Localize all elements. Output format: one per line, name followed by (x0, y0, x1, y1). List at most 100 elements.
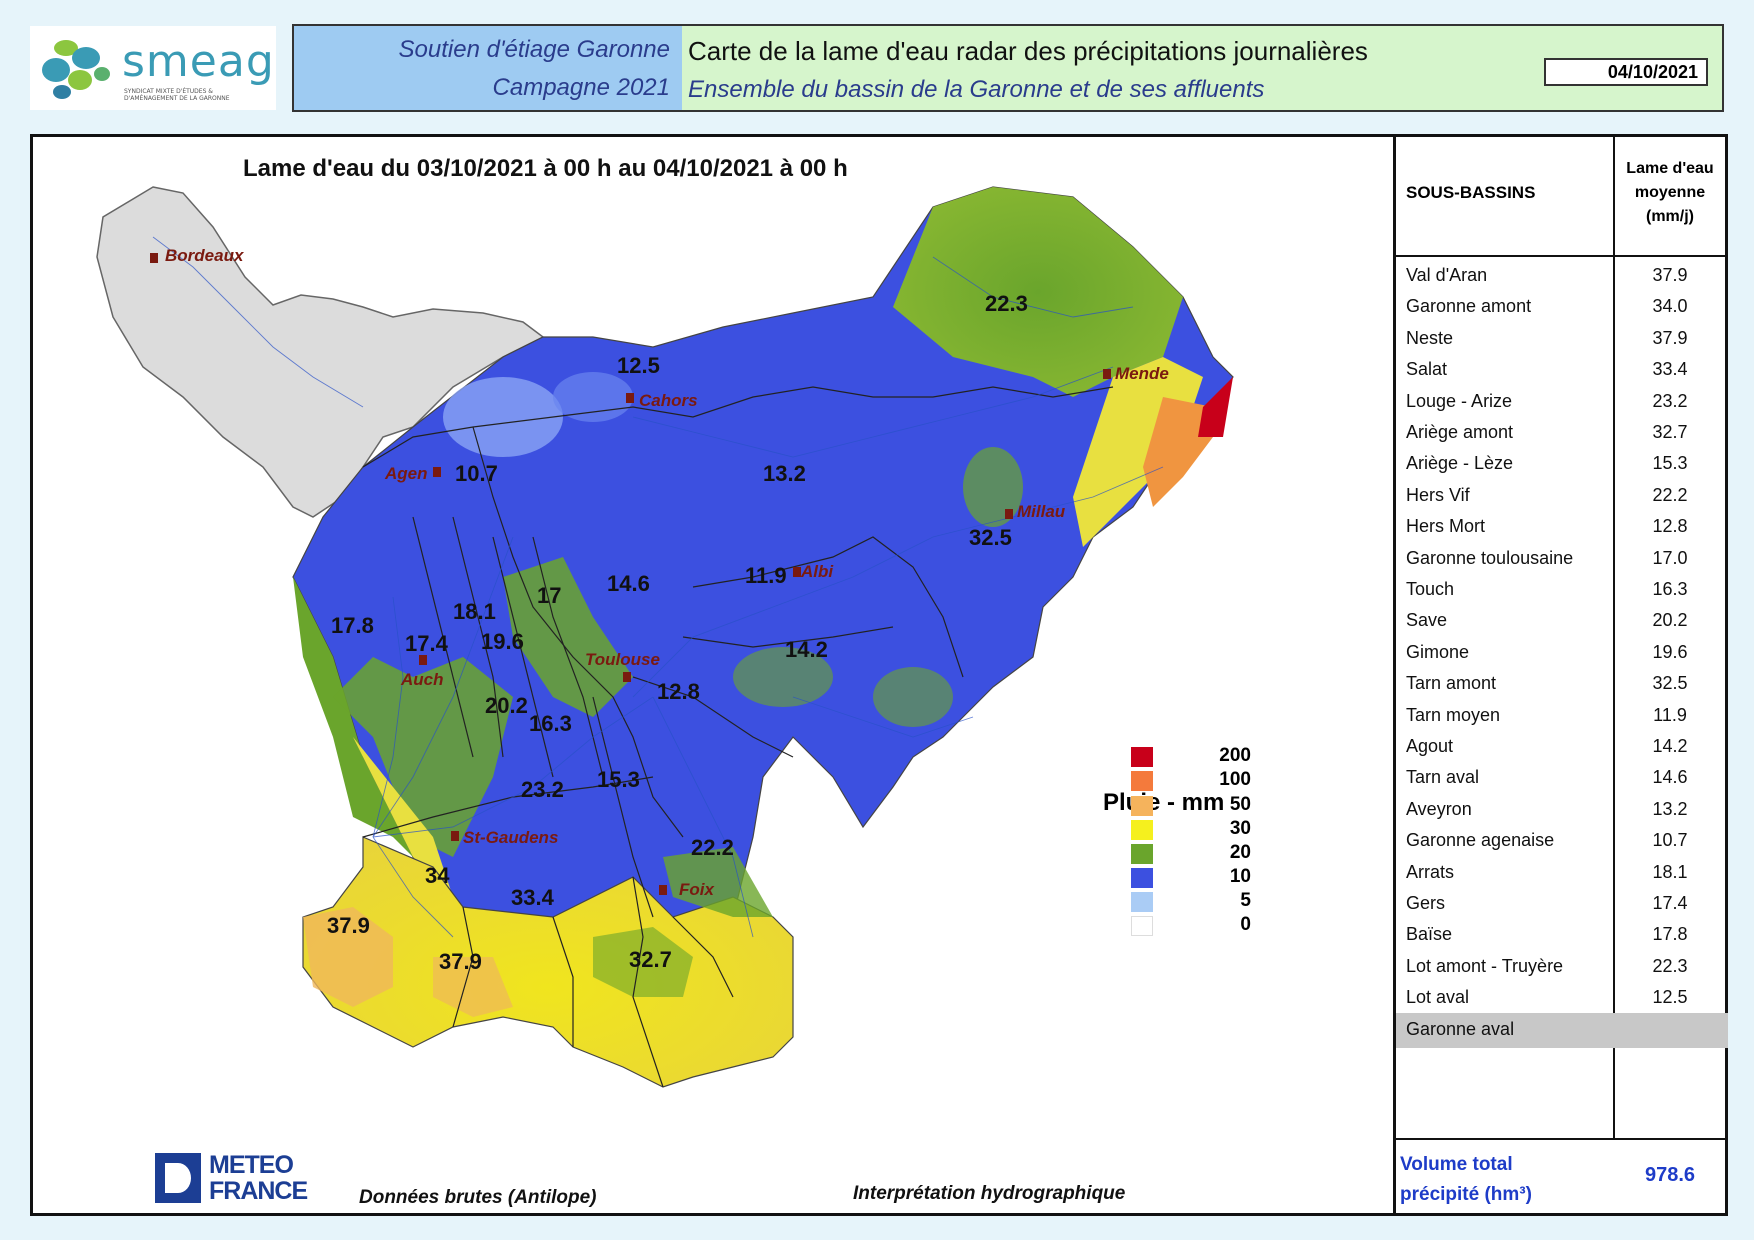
table-row: Aveyron 13.2 (1396, 793, 1728, 828)
sub-basin-value: 14.6 (1652, 767, 1688, 788)
legend-swatch (1131, 820, 1153, 840)
table-row: Hers Mort 12.8 (1396, 510, 1728, 545)
col-header-line1: Lame d'eau (1626, 160, 1714, 177)
value-tarn-aval: 14.6 (607, 571, 650, 596)
legend-swatch (1131, 747, 1153, 767)
sub-basin-name: Garonne agenaise (1406, 830, 1555, 851)
value-gimone: 19.6 (481, 629, 524, 654)
sub-basin-name: Save (1406, 610, 1448, 631)
rainfall-map: Bordeaux Cahors Mende Agen Millau Albi T… (96, 186, 1234, 1088)
table-row: Save 20.2 (1396, 604, 1728, 639)
col-header-subbasins: SOUS-BASSINS (1406, 183, 1536, 202)
sub-basin-value: 11.9 (1653, 704, 1687, 725)
legend-swatch (1131, 892, 1153, 912)
river-network (152, 236, 1164, 938)
sub-basin-name: Hers Mort (1406, 516, 1486, 537)
sub-basin-value: 10.7 (1652, 830, 1688, 851)
legend-swatch (1131, 844, 1153, 864)
city-agen: Agen (384, 464, 428, 483)
date-badge: 04/10/2021 (1544, 58, 1708, 86)
legend-row: 30 (1131, 816, 1251, 842)
value-agout: 14.2 (785, 637, 828, 662)
sub-basin-value: 23.2 (1652, 390, 1688, 411)
table-row: Baïse 17.8 (1396, 918, 1728, 953)
sub-basin-value: 34.0 (1652, 296, 1688, 317)
table-row: Garonne aval (1396, 1012, 1728, 1048)
legend-row: 100 (1131, 767, 1251, 793)
total-volume-label-line1: Volume total (1400, 1154, 1513, 1175)
meteo-france-logo: METEO FRANCE (155, 1151, 345, 1205)
city-auch: Auch (400, 670, 444, 689)
sub-basin-name: Gers (1406, 893, 1446, 913)
value-ariege-amont: 32.7 (629, 947, 672, 972)
value-hers-vif: 22.2 (691, 835, 734, 860)
city-toulouse: Toulouse (585, 650, 660, 669)
sub-basin-value: 22.3 (1652, 955, 1688, 976)
city-bordeaux: Bordeaux (165, 246, 245, 265)
sub-basin-name: Lot amont - Truyère (1406, 955, 1564, 976)
legend-label: 30 (1229, 818, 1251, 839)
sub-basin-name: Tarn amont (1406, 673, 1497, 694)
sub-basin-value: 17.4 (1652, 893, 1688, 913)
table-row: Lot aval 12.5 (1396, 981, 1728, 1016)
sub-basin-name: Gimone (1406, 641, 1470, 662)
sub-basin-value: 32.5 (1652, 673, 1688, 694)
sub-basin-value: 37.9 (1652, 265, 1688, 285)
table-row: Val d'Aran 37.9 (1396, 259, 1728, 294)
table-row: Gers 17.4 (1396, 887, 1728, 922)
sub-basin-name: Garonne toulousaine (1406, 547, 1574, 568)
main-frame: Lame d'eau du 03/10/2021 à 00 h au 04/10… (30, 134, 1728, 1216)
meteo-france-icon (155, 1153, 201, 1203)
legend-label: 50 (1229, 794, 1251, 815)
legend-swatch (1131, 796, 1153, 816)
sub-basin-value: 17.0 (1652, 547, 1688, 568)
total-volume-label: Volume total précipité (hm³) (1400, 1150, 1600, 1210)
table-header: SOUS-BASSINS Lame d'eau moyenne (mm/j) (1396, 137, 1728, 257)
sub-basin-name: Tarn moyen (1406, 704, 1501, 725)
value-save: 20.2 (485, 693, 528, 718)
sub-basin-name: Ariège amont (1406, 422, 1514, 442)
column-divider (1613, 137, 1615, 1138)
sub-basin-name: Garonne amont (1406, 296, 1532, 317)
sub-basin-name: Aveyron (1406, 798, 1472, 819)
legend-row: 0 (1131, 912, 1251, 938)
program-line1: Soutien d'étiage Garonne (398, 36, 670, 63)
legend-label: 0 (1240, 914, 1251, 935)
sub-basin-name: Touch (1406, 579, 1455, 599)
table-row: Neste 37.9 (1396, 322, 1728, 357)
sub-basin-name: Lot aval (1406, 987, 1470, 1008)
total-volume-value: 978.6 (1644, 1164, 1696, 1186)
table-row: Tarn aval 14.6 (1396, 761, 1728, 796)
sub-basin-value: 32.7 (1652, 422, 1688, 442)
value-garonne-toulousaine: 17 (537, 583, 561, 608)
legend-label: 20 (1229, 842, 1251, 863)
program-panel: Soutien d'étiage Garonne Campagne 2021 (294, 26, 682, 110)
legend-row: 5 (1131, 888, 1251, 914)
sub-basin-boundaries (362, 386, 1114, 1088)
sub-basin-value: 13.2 (1652, 798, 1688, 819)
sub-basin-value: 15.3 (1652, 453, 1688, 474)
legend-label: 5 (1240, 890, 1251, 911)
sub-basin-value: 37.9 (1652, 327, 1688, 348)
value-tarn-moyen: 11.9 (745, 563, 787, 588)
city-millau: Millau (1017, 502, 1066, 521)
value-touch: 16.3 (529, 711, 572, 736)
value-garonne-agenaise: 10.7 (455, 461, 498, 486)
sub-basin-value: 14.2 (1652, 736, 1688, 756)
table-row: Salat 33.4 (1396, 353, 1728, 388)
sub-basin-value: 20.2 (1652, 610, 1688, 631)
sub-basin-name: Ariège - Lèze (1406, 453, 1514, 474)
value-hers-mort: 12.8 (657, 679, 700, 704)
legend-row: 20 (1131, 840, 1251, 866)
region-garonne-aval (96, 186, 545, 518)
legend-row: 10 (1131, 864, 1251, 890)
sub-basin-value: 19.6 (1652, 641, 1688, 662)
sub-basin-name: Tarn aval (1406, 767, 1480, 788)
legend-swatch (1131, 868, 1153, 888)
table-row: Garonne agenaise 10.7 (1396, 824, 1728, 859)
total-volume-label-line2: précipité (hm³) (1400, 1184, 1532, 1205)
sub-basin-name: Garonne aval (1406, 1018, 1515, 1039)
table-row: Tarn amont 32.5 (1396, 667, 1728, 702)
value-ariege-leze: 15.3 (597, 767, 640, 792)
value-salat: 33.4 (511, 885, 555, 910)
